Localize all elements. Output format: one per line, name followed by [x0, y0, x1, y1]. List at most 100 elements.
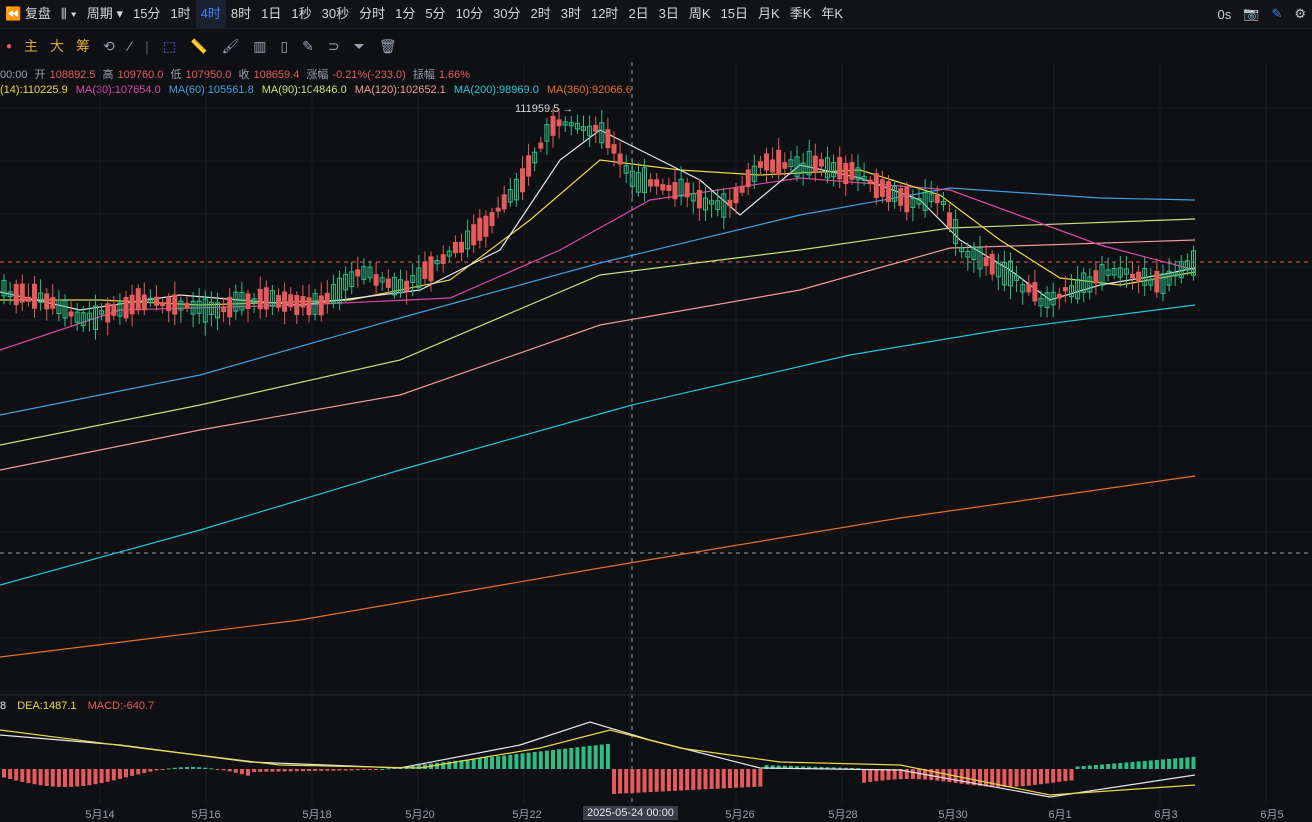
interval-tab-8[interactable]: 1分: [395, 6, 416, 21]
period-dropdown[interactable]: 周期 ▾: [82, 0, 128, 28]
candle-body: [1117, 267, 1123, 278]
interval-tab-15[interactable]: 2日: [628, 6, 649, 21]
candle-body: [507, 189, 513, 203]
candle-body: [227, 296, 233, 318]
interval-tab-17[interactable]: 周K: [688, 6, 711, 21]
candle-body: [788, 159, 794, 167]
interval-tab-14[interactable]: 12时: [590, 6, 619, 21]
settings-icon[interactable]: ⚙: [1294, 6, 1306, 21]
candle-body: [1111, 268, 1117, 276]
candle-body: [1032, 282, 1038, 302]
candle-body: [751, 165, 757, 182]
macd-bar: [14, 769, 19, 781]
cursor-tool-icon[interactable]: ⬚: [162, 37, 176, 54]
macd-dea: DEA:1487.1: [17, 700, 77, 712]
macd-bar: [1051, 769, 1056, 783]
interval-tab-10[interactable]: 10分: [455, 6, 484, 21]
macd-bar: [1124, 762, 1129, 769]
macd-bar: [32, 769, 37, 785]
interval-tab-6[interactable]: 30秒: [321, 6, 350, 21]
interval-tab-4[interactable]: 1日: [261, 6, 282, 21]
candle-body: [68, 311, 74, 317]
magnet-icon[interactable]: ⊃: [327, 37, 340, 54]
candle-body: [337, 277, 342, 303]
candle-body: [934, 194, 940, 204]
interval-tab-19[interactable]: 月K: [758, 6, 780, 21]
candle-body: [623, 165, 629, 174]
camera-icon[interactable]: 📷: [1243, 6, 1260, 21]
note-icon[interactable]: ✎: [302, 37, 314, 54]
interval-tab-3[interactable]: 8时: [230, 6, 252, 21]
candle-body: [1160, 273, 1166, 295]
macd-bar: [581, 746, 586, 769]
candle-body: [770, 159, 776, 173]
crossline-icon[interactable]: ⁄: [128, 38, 132, 54]
macd-bar: [124, 769, 128, 778]
candle-body: [562, 121, 568, 126]
candle-body: [953, 219, 959, 244]
replay-button[interactable]: ⏪ 复盘: [0, 0, 56, 28]
candle-body: [489, 212, 495, 227]
interval-tab-1[interactable]: 1时: [170, 6, 191, 21]
macd-bar: [471, 758, 476, 769]
macd-bar: [593, 745, 598, 769]
brush-icon[interactable]: 🖌: [221, 37, 240, 54]
interval-tab-12[interactable]: 2时: [530, 6, 551, 21]
macd-bar: [764, 765, 769, 769]
macd-bar: [721, 769, 726, 789]
pencil-icon[interactable]: ✎: [1271, 6, 1283, 21]
sync-icon[interactable]: ⟲: [103, 37, 115, 54]
indicator-chips[interactable]: 筹: [76, 38, 91, 54]
indicator-main[interactable]: 主: [24, 38, 39, 54]
top-toolbar: ⏪ 复盘 ⫼ ▾ 周期 ▾ 15分 1时 4时 8时 1日 1秒 30秒 分时 1分 5分 10分 3…: [0, 0, 1312, 29]
macd-dea-line: [0, 729, 1196, 796]
candle-body: [617, 153, 623, 165]
interval-tab-11[interactable]: 30分: [493, 6, 521, 21]
interval-tab-2[interactable]: 4时: [195, 0, 226, 28]
macd-bar: [136, 769, 141, 775]
macd-bar: [227, 769, 232, 772]
macd-bar: [93, 769, 98, 785]
macd-bar: [1002, 769, 1007, 787]
filter-icon[interactable]: ⏷: [353, 37, 365, 54]
macd-bar: [111, 769, 116, 781]
interval-tab-13[interactable]: 3时: [560, 6, 581, 21]
ma14-line: [0, 159, 1196, 306]
x-axis-label: 5月22: [512, 809, 542, 821]
indicator-large[interactable]: 大: [50, 38, 65, 54]
trash-icon[interactable]: 🗑: [378, 37, 397, 54]
macd-bar: [380, 768, 385, 770]
candle-body: [593, 124, 599, 132]
candle-body: [80, 312, 86, 327]
candle-body: [745, 169, 751, 188]
macd-bar: [483, 757, 488, 769]
candle-tool-icon[interactable]: ▯: [280, 37, 289, 54]
candle-body: [782, 162, 788, 169]
candle-body: [208, 301, 214, 315]
chart-type-button[interactable]: ⫼ ▾: [56, 0, 82, 28]
interval-tab-20[interactable]: 季K: [789, 6, 812, 21]
candle-body: [1148, 279, 1154, 286]
macd-bar: [1167, 758, 1172, 769]
interval-tab-21[interactable]: 年K: [821, 6, 844, 21]
interval-tab-5[interactable]: 1秒: [291, 6, 312, 21]
macd-bar: [1057, 769, 1062, 782]
interval-tab-16[interactable]: 3日: [658, 6, 679, 21]
macd-bar: [856, 768, 860, 770]
interval-tab-9[interactable]: 5分: [425, 6, 446, 21]
macd-bar: [300, 769, 305, 772]
candle-body: [1142, 268, 1148, 286]
interval-tab-18[interactable]: 15日: [720, 6, 749, 21]
candle-body: [233, 291, 239, 312]
topbar-right: 0s 📷 ✎ ⚙: [1212, 0, 1312, 28]
macd-bar: [831, 767, 836, 769]
candle-body: [184, 302, 190, 309]
bars-icon[interactable]: ▥: [253, 37, 267, 54]
interval-tab-7[interactable]: 分时: [359, 6, 386, 21]
candle-body: [166, 296, 172, 312]
candle-body: [1184, 260, 1190, 271]
ruler-icon[interactable]: 📏: [190, 37, 208, 54]
candle-body: [892, 185, 898, 202]
interval-tab-0[interactable]: 15分: [132, 6, 161, 21]
